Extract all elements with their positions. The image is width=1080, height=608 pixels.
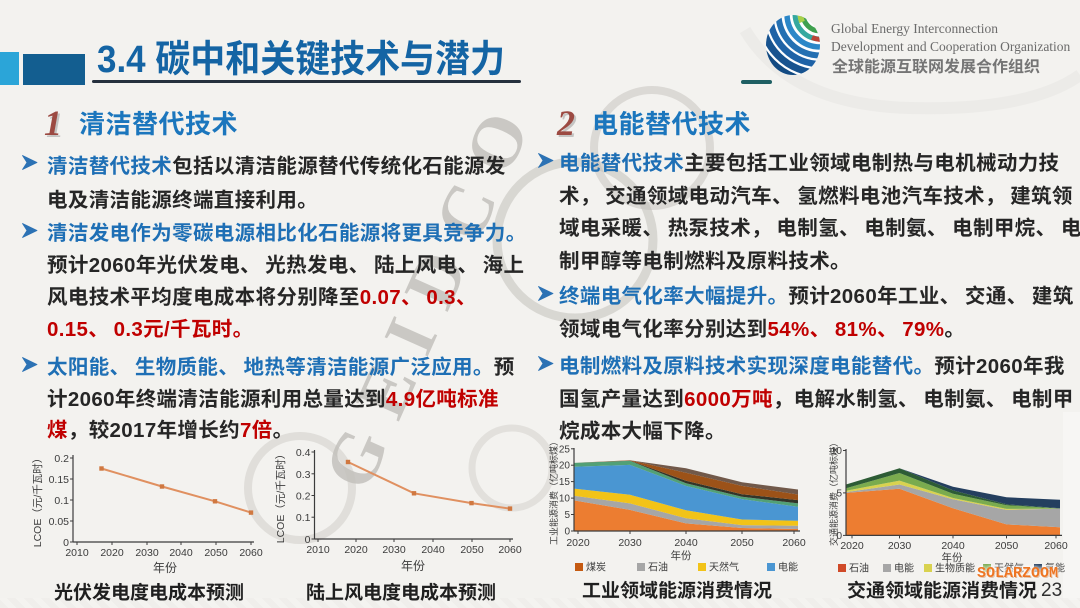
svg-text:LCOE（元/千瓦时）: LCOE（元/千瓦时） <box>32 453 44 548</box>
svg-text:天然气: 天然气 <box>994 562 1024 575</box>
svg-text:2060: 2060 <box>498 544 522 556</box>
svg-text:2050: 2050 <box>460 544 484 556</box>
svg-text:年份: 年份 <box>401 559 425 573</box>
svg-text:电能: 电能 <box>894 562 914 575</box>
svg-text:2060: 2060 <box>782 537 806 549</box>
svg-text:2020: 2020 <box>344 544 368 556</box>
svg-text:氢能: 氢能 <box>1045 562 1065 575</box>
svg-text:2020: 2020 <box>840 540 864 552</box>
svg-text:2020: 2020 <box>100 547 124 559</box>
svg-text:2020: 2020 <box>566 537 590 549</box>
svg-text:2060: 2060 <box>239 547 263 559</box>
svg-text:天然气: 天然气 <box>709 561 739 574</box>
svg-text:2040: 2040 <box>169 547 193 559</box>
svg-text:年份: 年份 <box>671 549 692 562</box>
svg-text:2050: 2050 <box>995 540 1019 552</box>
svg-text:生物质能: 生物质能 <box>935 562 975 575</box>
svg-text:年份: 年份 <box>153 561 177 575</box>
svg-text:5: 5 <box>564 510 570 521</box>
svg-text:2050: 2050 <box>730 537 754 549</box>
svg-text:2060: 2060 <box>1044 540 1068 552</box>
svg-text:25: 25 <box>559 444 571 455</box>
svg-text:0.2: 0.2 <box>296 491 311 503</box>
svg-text:0.1: 0.1 <box>296 512 311 524</box>
svg-text:20: 20 <box>559 461 571 472</box>
svg-text:0.15: 0.15 <box>49 474 70 486</box>
svg-text:5: 5 <box>836 488 842 499</box>
svg-text:石油: 石油 <box>849 562 869 575</box>
svg-text:0: 0 <box>305 534 311 546</box>
svg-text:0.4: 0.4 <box>296 447 311 459</box>
svg-text:0.05: 0.05 <box>49 516 70 528</box>
svg-text:交通能源消费（亿吨标煤）: 交通能源消费（亿吨标煤） <box>828 438 839 546</box>
svg-text:2030: 2030 <box>618 537 642 549</box>
svg-text:2030: 2030 <box>135 547 159 559</box>
svg-text:10: 10 <box>559 494 571 505</box>
svg-text:2030: 2030 <box>382 544 406 556</box>
svg-text:0: 0 <box>564 527 570 538</box>
svg-text:2040: 2040 <box>941 540 965 552</box>
svg-text:2010: 2010 <box>306 544 330 556</box>
svg-text:10: 10 <box>831 446 843 457</box>
svg-text:LCOE（元/千瓦时）: LCOE（元/千瓦时） <box>275 449 287 544</box>
svg-text:2040: 2040 <box>674 537 698 549</box>
svg-text:0.3: 0.3 <box>296 469 311 481</box>
svg-text:15: 15 <box>559 477 571 488</box>
svg-text:0.2: 0.2 <box>54 453 69 465</box>
svg-text:2030: 2030 <box>888 540 912 552</box>
svg-text:0.1: 0.1 <box>54 495 69 507</box>
svg-text:0: 0 <box>63 537 69 549</box>
svg-text:煤炭: 煤炭 <box>586 561 606 574</box>
svg-text:年份: 年份 <box>942 551 963 564</box>
svg-text:电能: 电能 <box>778 561 798 574</box>
svg-text:2040: 2040 <box>421 544 445 556</box>
svg-text:石油: 石油 <box>648 561 668 574</box>
svg-text:工业能源消费（亿吨标煤）: 工业能源消费（亿吨标煤） <box>548 437 559 545</box>
svg-text:0: 0 <box>836 531 842 542</box>
svg-text:2010: 2010 <box>65 547 89 559</box>
svg-text:2050: 2050 <box>204 547 228 559</box>
